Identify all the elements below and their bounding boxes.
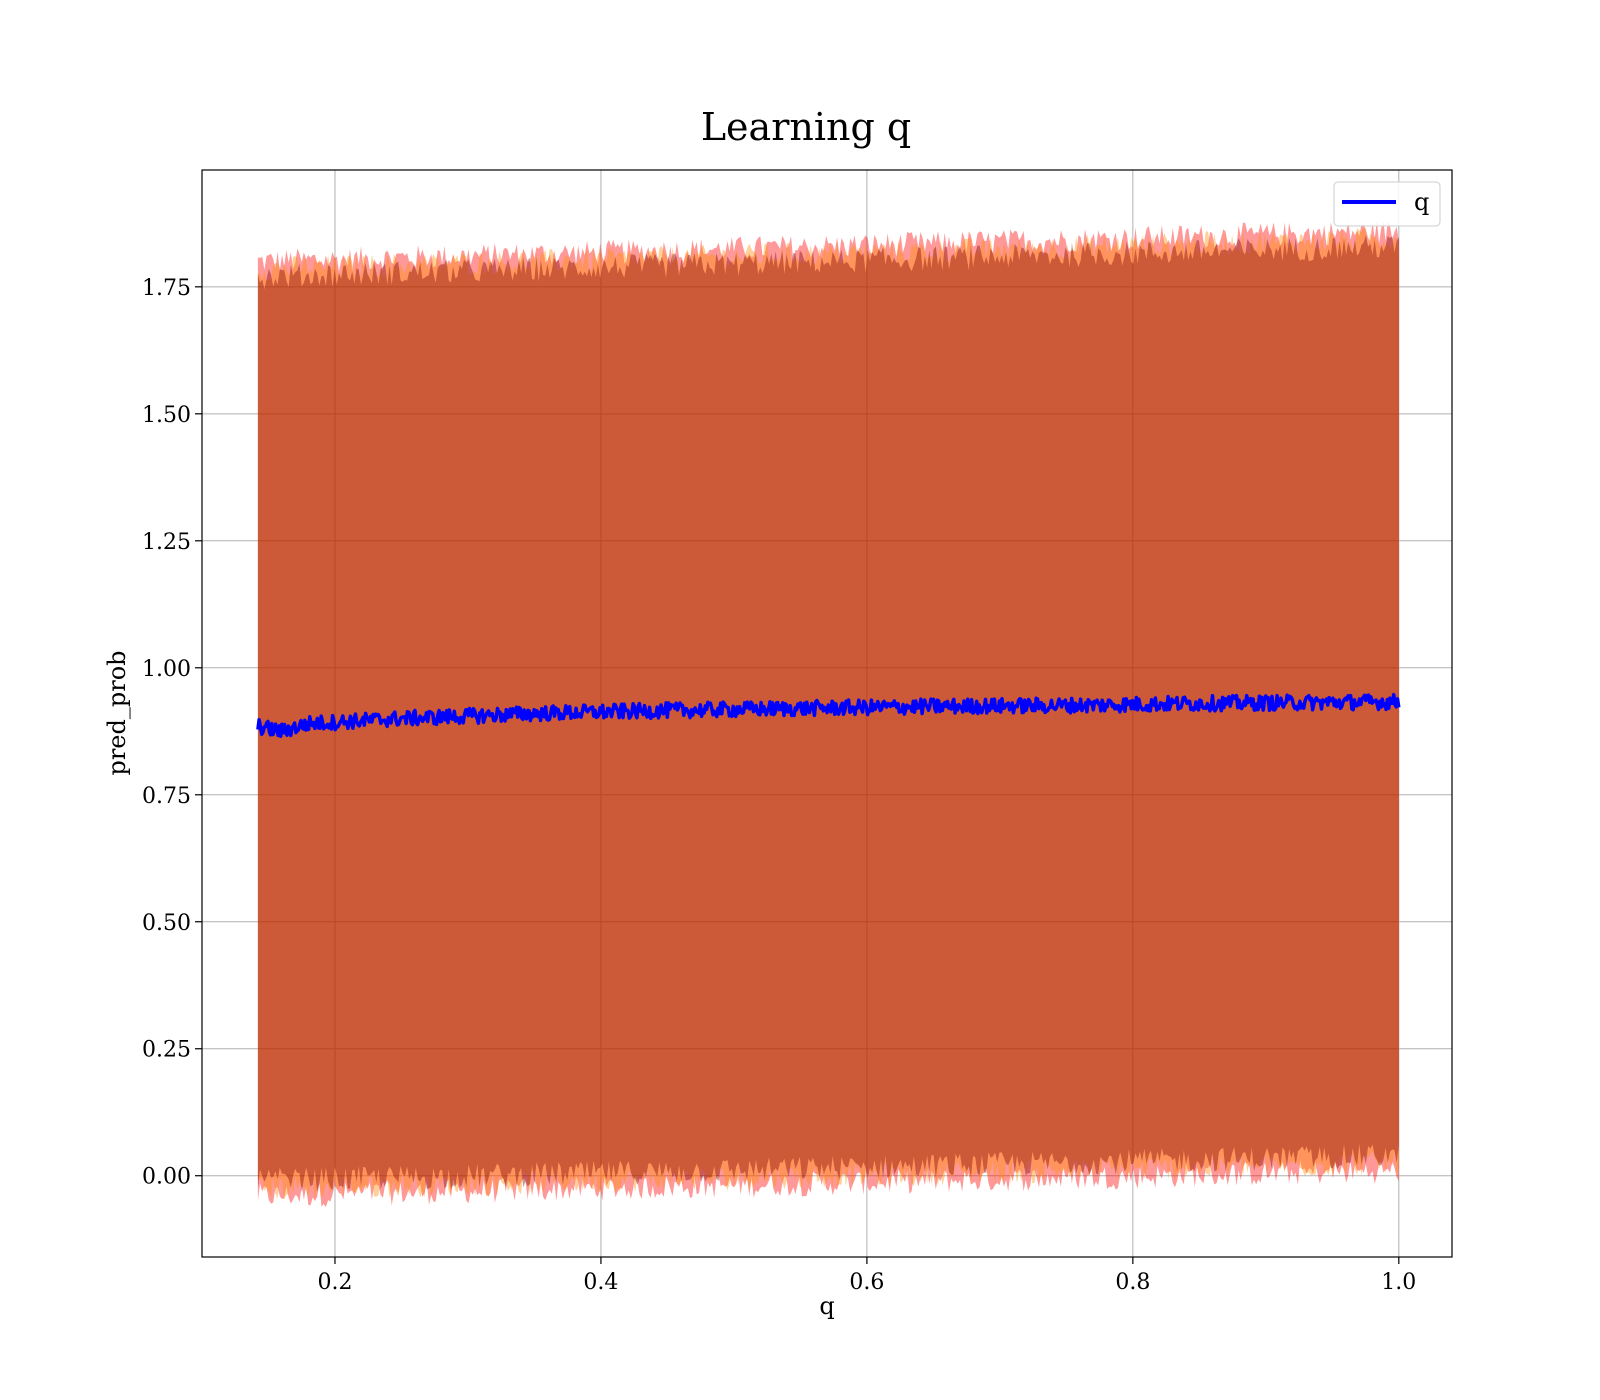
y-tick-label: 0.25 <box>142 1038 191 1063</box>
x-tick-label: 0.2 <box>317 1270 352 1295</box>
y-tick-label: 0.75 <box>142 784 191 809</box>
axis-ticks: 0.2 0.4 0.6 0.8 1.0 0.00 0.25 0.50 0.75 1.00 1.25 1… <box>142 276 1416 1295</box>
y-tick-label: 1.00 <box>142 657 191 682</box>
y-tick-label: 0.50 <box>142 911 191 936</box>
y-axis-label: pred_prob <box>103 650 131 775</box>
x-tick-label: 1.0 <box>1381 1270 1416 1295</box>
x-tick-label: 0.6 <box>849 1270 884 1295</box>
legend-label-q: q <box>1414 188 1429 216</box>
grid-lines <box>202 170 1452 1257</box>
x-axis-label: q <box>819 1292 834 1320</box>
y-tick-label: 1.75 <box>142 276 191 301</box>
x-tick-label: 0.4 <box>583 1270 618 1295</box>
band-outer <box>257 220 1399 1208</box>
series-line-q <box>256 692 1401 739</box>
x-tick-label: 0.8 <box>1115 1270 1150 1295</box>
chart-title: Learning q <box>701 105 911 149</box>
legend: q <box>1333 181 1441 227</box>
plot-frame <box>201 169 1453 1258</box>
y-tick-label: 0.00 <box>142 1165 191 1190</box>
series-lines <box>256 692 1401 739</box>
y-tick-label: 1.50 <box>142 403 191 428</box>
y-tick-label: 1.25 <box>142 530 191 555</box>
